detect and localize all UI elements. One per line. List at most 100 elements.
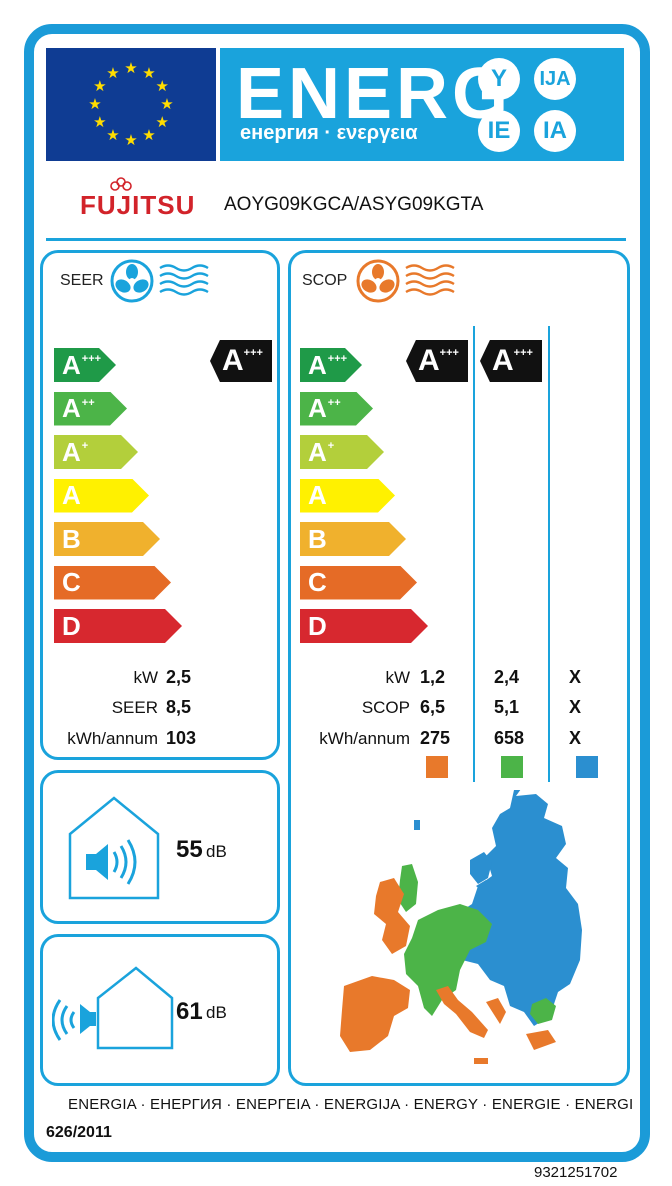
- heating-scale-letter: A: [308, 349, 327, 380]
- indoor-noise-value: 55: [176, 836, 203, 863]
- eu-star-icon: ★: [155, 78, 168, 95]
- heating-scop-value-1: 6,5: [420, 697, 446, 717]
- cooling-scale-class-7: D: [54, 609, 182, 643]
- heating-scale-class-4: A: [300, 478, 395, 513]
- heating-scale-class-3: A +: [300, 435, 384, 469]
- eu-star-icon: ★: [155, 114, 168, 131]
- eu-star-icon: ★: [142, 127, 155, 144]
- zone-warm-swatch: [426, 756, 448, 778]
- cooling-kw-value: 2,5: [166, 667, 192, 687]
- cooling-kwh-value: 103: [166, 728, 197, 748]
- cooling-scale-plus: ++: [81, 396, 95, 409]
- label-frame: [24, 24, 650, 1162]
- heating-scale-class-6: C: [300, 565, 417, 600]
- indoor-speaker-icon: [68, 796, 160, 900]
- cooling-rating-letter: A: [222, 344, 244, 377]
- heating-scop-value-3: X: [569, 697, 582, 717]
- brand-logo-mark: [110, 177, 132, 191]
- cooling-scale-class-6: C: [54, 565, 171, 600]
- cooling-seer-label: SEER: [111, 698, 158, 717]
- energ-subtitle: енергия · ενεργεια: [240, 122, 418, 144]
- regulation-number: 626/2011: [46, 1124, 112, 1141]
- heating-rating-arrow-colder: A +++: [480, 340, 542, 382]
- model-number: AOYG09KGCA/ASYG09KGTA: [224, 194, 484, 215]
- cooling-scale-plus: +++: [81, 353, 102, 365]
- eu-star-icon: ★: [142, 65, 155, 82]
- label-code: 9321251702: [534, 1164, 618, 1181]
- heating-scop-label: SCOP: [361, 698, 410, 717]
- eu-star-icon: ★: [93, 114, 106, 131]
- cooling-scale-letter: D: [62, 610, 81, 641]
- cooling-scale-letter: A: [62, 349, 81, 380]
- eu-flag: ★ ★ ★ ★ ★ ★ ★ ★ ★ ★ ★ ★: [46, 48, 216, 161]
- outdoor-noise-value: 61: [176, 998, 203, 1025]
- zone-average-swatch: [501, 756, 523, 778]
- suffix-ie: IE: [478, 110, 520, 152]
- energy-languages: ENERGIA · ЕНЕРГИЯ · ΕΝΕΡΓΕΙΑ · ENERGIJA …: [68, 1096, 634, 1113]
- heating-kwh-value-3: X: [569, 728, 582, 748]
- eu-star-icon: ★: [160, 96, 173, 113]
- cooling-scale-plus: +: [81, 440, 89, 452]
- cooling-seer-value: 8,5: [166, 697, 192, 717]
- heating-scale-letter: C: [308, 567, 327, 597]
- heating-column-divider-1: [473, 326, 475, 782]
- cooling-kwh-label: kWh/annum: [67, 729, 158, 748]
- heating-scale-class-2: A ++: [300, 391, 373, 426]
- heating-fan-icon: [356, 259, 455, 303]
- heating-scale-letter: A: [308, 393, 327, 423]
- europe-climate-map: [340, 790, 582, 1064]
- eu-star-icon: ★: [106, 127, 119, 144]
- eu-star-icon: ★: [106, 65, 119, 82]
- heating-scale-class-7: D: [300, 609, 428, 643]
- cooling-scale-letter: A: [62, 480, 81, 510]
- heating-kw-value-1: 1,2: [420, 667, 446, 687]
- cooling-scale-class-5: B: [54, 522, 160, 556]
- heating-rating-letter-average: A: [418, 344, 440, 377]
- heating-kwh-value-2: 658: [494, 728, 525, 748]
- heating-scale-plus: +: [327, 440, 335, 452]
- heating-scale-letter: A: [308, 436, 327, 467]
- heating-rating-arrow-average: A +++: [406, 340, 468, 382]
- heating-scale-letter: D: [308, 610, 327, 641]
- energ-title: ENERG: [236, 54, 513, 134]
- heating-kw-label: kW: [385, 668, 410, 687]
- scop-title: SCOP: [302, 272, 348, 289]
- seer-title: SEER: [60, 272, 104, 289]
- cooling-scale-letter: B: [62, 523, 81, 554]
- heating-kw-value-2: 2,4: [494, 667, 520, 687]
- indoor-noise-unit: dB: [206, 842, 227, 861]
- cooling-scale-letter: A: [62, 393, 81, 423]
- heating-rating-plus-colder: +++: [513, 347, 533, 359]
- suffix-ia: IA: [534, 110, 576, 152]
- eu-star-icon: ★: [124, 60, 137, 77]
- outdoor-speaker-icon: [52, 966, 174, 1050]
- outdoor-noise-panel: [40, 934, 280, 1086]
- cooling-scale-class-4: A: [54, 478, 149, 513]
- heating-scale-class-5: B: [300, 522, 406, 556]
- heating-scale-plus: ++: [327, 396, 341, 409]
- cooling-fan-icon: [110, 259, 209, 303]
- cooling-scale-letter: C: [62, 567, 81, 597]
- cooling-scale-class-3: A +: [54, 435, 138, 469]
- brand-logo: FUJITSU: [80, 190, 196, 220]
- cooling-scale-class-2: A ++: [54, 391, 127, 426]
- heating-rating-letter-colder: A: [492, 344, 514, 377]
- eu-star-icon: ★: [88, 96, 101, 113]
- suffix-y: Y: [478, 58, 520, 100]
- heating-rating-plus-average: +++: [439, 347, 459, 359]
- heating-column-divider-2: [548, 326, 550, 782]
- cooling-scale-letter: A: [62, 436, 81, 467]
- suffix-ija: IJA: [534, 58, 576, 100]
- cooling-rating-arrow: A +++: [210, 340, 272, 382]
- indoor-noise-panel: [40, 770, 280, 924]
- heating-panel: [288, 250, 630, 1086]
- heating-kwh-value-1: 275: [420, 728, 451, 748]
- heating-kw-value-3: X: [569, 667, 582, 687]
- outdoor-noise-unit: dB: [206, 1003, 227, 1022]
- cooling-panel: [40, 250, 280, 760]
- heating-scop-value-2: 5,1: [494, 697, 520, 717]
- cooling-rating-plus: +++: [243, 347, 263, 359]
- zone-colder-swatch: [576, 756, 598, 778]
- heating-scale-plus: +++: [327, 353, 348, 365]
- eu-star-icon: ★: [124, 132, 137, 149]
